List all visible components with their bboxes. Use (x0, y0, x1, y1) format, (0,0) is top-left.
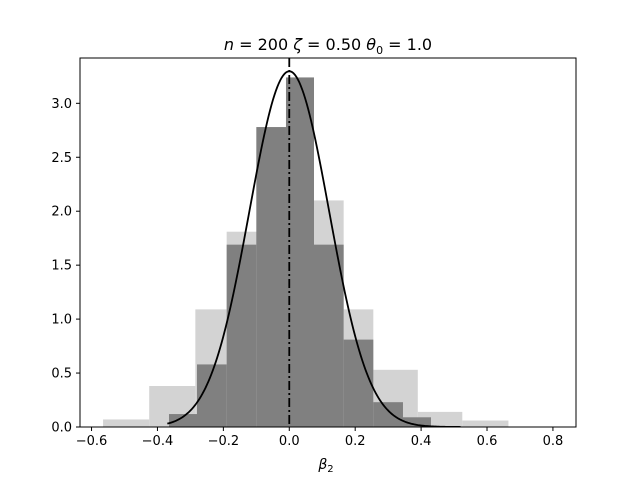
x-tick-label: 0.4 (411, 434, 432, 449)
y-tick-label: 1.0 (51, 313, 72, 328)
x-tick-label: 0.8 (543, 434, 564, 449)
y-tick-label: 2.0 (51, 205, 72, 220)
histogram-bar-dark (343, 339, 374, 427)
y-tick-label: 1.5 (51, 259, 72, 274)
y-tick-label: 0.0 (51, 421, 72, 436)
chart-title: n = 200 ζ = 0.50 θ0 = 1.0 (224, 35, 432, 57)
x-tick-label: 0.0 (279, 434, 300, 449)
x-axis-label: β2 (317, 457, 333, 475)
y-tick-label: 3.0 (51, 97, 72, 112)
density-curve (167, 70, 461, 427)
histogram-bar-dark (256, 127, 286, 427)
y-tick-label: 2.5 (51, 151, 72, 166)
plot-area (103, 58, 509, 427)
x-tick-label: −0.6 (76, 434, 108, 449)
histogram-bar-dark (313, 244, 344, 427)
histogram-bar-dark (226, 244, 257, 427)
histogram-bar-dark (402, 417, 431, 427)
y-tick-label: 0.5 (51, 367, 72, 382)
x-tick-label: 0.2 (345, 434, 366, 449)
axes-frame (79, 57, 577, 428)
histogram-bar-dark (373, 402, 403, 427)
x-tick-label: −0.4 (142, 434, 174, 449)
y-axis: 0.0 0.5 1.0 1.5 2.0 2.5 3.0 (51, 97, 80, 436)
x-tick-label: −0.2 (208, 434, 240, 449)
histogram-bar-light (462, 420, 509, 427)
x-tick-label: 0.6 (477, 434, 498, 449)
histogram-bar-dark (168, 414, 197, 427)
histogram-bar-light (103, 419, 150, 427)
histogram-bar-dark (285, 77, 314, 427)
x-axis: −0.6 −0.4 −0.2 0.0 0.2 0.4 0.6 0.8 (76, 427, 564, 449)
